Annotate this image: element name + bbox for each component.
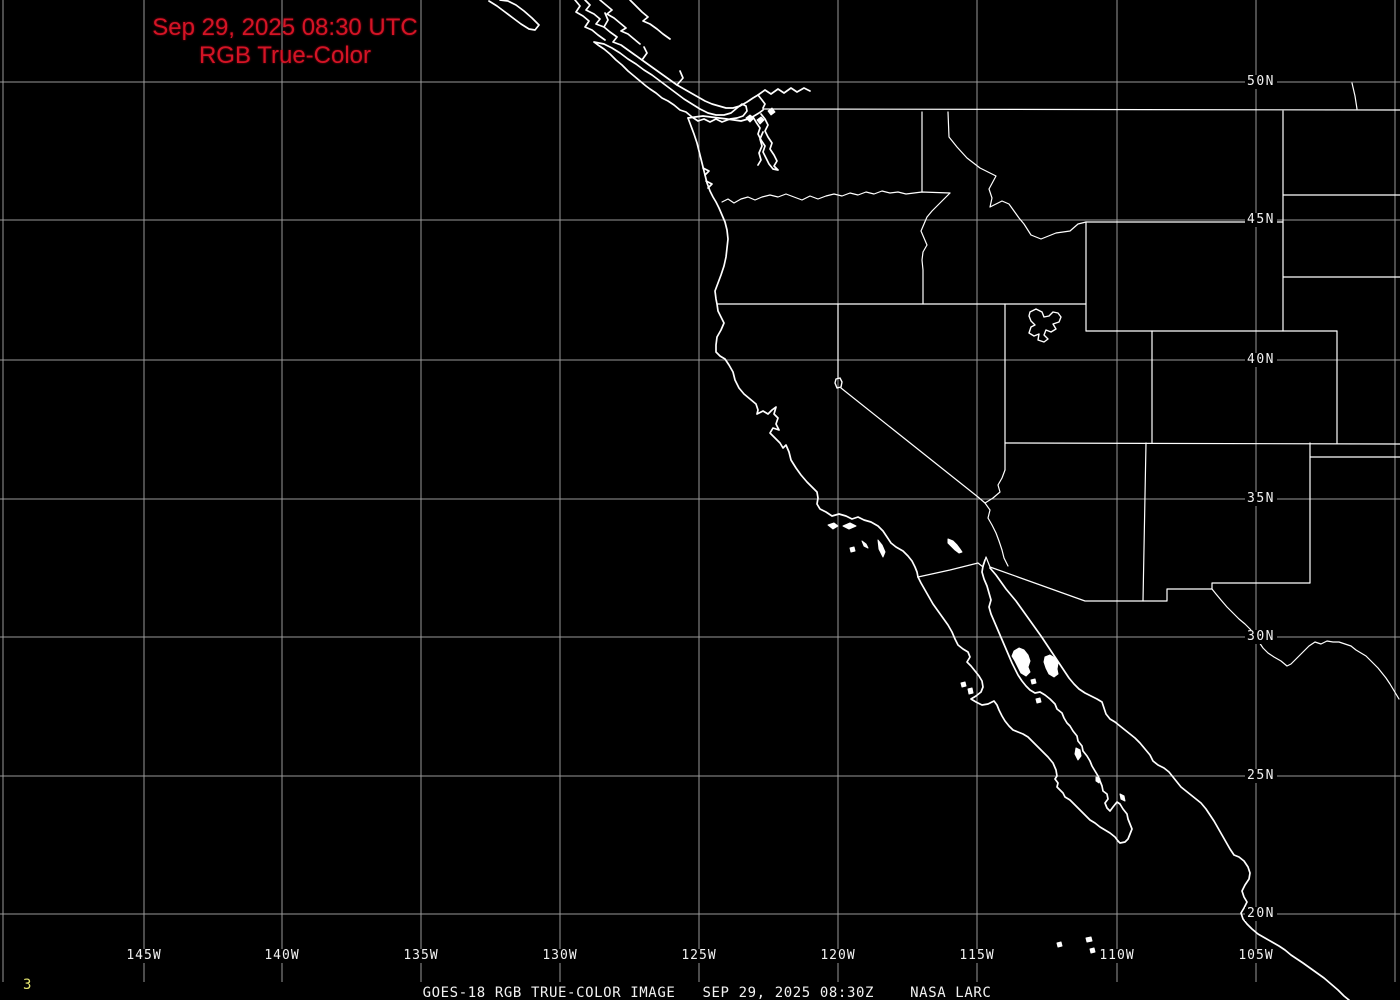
latitude-label: 35N [1245,491,1277,506]
longitude-label: 140W [262,948,302,963]
strait-of-juan-de-fuca-shore [687,109,764,122]
colorado-river-border [984,469,1009,567]
latitude-label: 40N [1245,352,1277,367]
cedros-island-group [960,681,974,695]
idaho-montana-border [947,111,1087,240]
baja-west-coastline [917,576,1119,842]
islands [745,107,1126,954]
gridline-horizontal [0,81,1400,915]
gulf-small-islands [1030,678,1126,802]
coastlines [488,0,1350,1000]
isla-tiburon [1043,654,1059,678]
latitude-label: 50N [1245,74,1277,89]
bc-fjord-coastline [629,0,671,40]
great-salt-lake [1028,308,1062,343]
salton-sea [947,538,963,554]
vancouver-island [593,41,748,123]
vancouver-area-inlets [757,87,811,96]
longitude-label: 120W [818,948,858,963]
frame-number: 3 [23,977,32,993]
hood-canal [757,131,764,166]
bc-inlet-spur [603,12,609,28]
product-text: RGB True-Color [198,42,372,69]
willapa-bay-inlet [705,180,713,189]
arizona-new-mexico-border [1142,442,1147,602]
california-nevada-border-diagonal [840,387,986,504]
grays-harbor-inlet [702,167,710,176]
longitude-label: 105W [1236,948,1276,963]
longitude-label: 125W [679,948,719,963]
latitude-label: 20N [1245,906,1277,921]
channel-islands [827,522,886,558]
longitude-label: 115W [957,948,997,963]
saskatchewan-manitoba-border [1351,82,1358,110]
longitude-label: 110W [1097,948,1137,963]
bc-inlet-spur [641,46,648,61]
border-37n [1004,442,1400,445]
baja-east-coastline [981,559,1133,844]
timestamp-title: Sep 29, 2025 08:30 UTC RGB True-Color [152,14,418,70]
bc-inlet-spur [676,70,684,86]
state-borders [716,82,1400,700]
latitude-label: 30N [1245,629,1277,644]
us-canada-border [762,108,1400,111]
isla-angel-de-la-guarda [1011,647,1031,677]
pacific-coastline-wa-or-ca [687,117,919,578]
latitude-label: 25N [1245,768,1277,783]
lakes [834,308,1062,554]
islas-marias [1056,936,1096,954]
latitude-label: 45N [1245,212,1277,227]
top-left-island-chain [488,0,540,31]
gridline-vertical [2,0,1396,982]
bc-fjord-coastline [599,0,641,45]
timestamp-text: Sep 29, 2025 08:30 UTC [152,14,418,41]
puget-sound [752,113,779,171]
mexico-mainland-coastline [989,567,1350,1000]
san-juan-islands [745,107,776,125]
longitude-label: 135W [401,948,441,963]
columbia-river-border [721,190,951,204]
rio-grande-border [1211,588,1400,700]
bc-fjord-coastline [574,0,606,41]
lake-tahoe [834,377,843,389]
longitude-label: 145W [124,948,164,963]
longitude-label: 130W [540,948,580,963]
caption-text: GOES-18 RGB TRUE-COLOR IMAGE SEP 29, 202… [422,985,992,1000]
oregon-idaho-border [920,192,951,305]
us-mexico-border [917,556,1311,602]
